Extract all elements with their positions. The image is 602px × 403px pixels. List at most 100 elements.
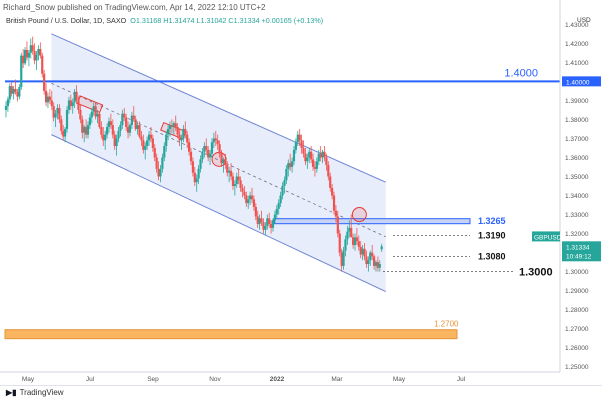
candle-body — [98, 113, 101, 128]
ohlc-readout: O1.31168 H1.31474 L1.31042 C1.31334 +0.0… — [130, 16, 324, 25]
candle-body — [325, 157, 328, 166]
candle-body — [308, 151, 311, 158]
x-tick-label: May — [393, 376, 406, 383]
candle-body — [340, 252, 343, 266]
candle-body — [332, 195, 336, 211]
level-zone-1-3265 — [273, 218, 471, 225]
candle-body — [228, 170, 231, 173]
instrument-title: British Pound / U.S. Dollar, 1D, SAXO — [6, 16, 127, 25]
candle-body — [235, 176, 238, 185]
candle-body — [243, 191, 246, 196]
footer-bar: ▶▮ TradingView — [0, 385, 602, 403]
candle-body — [193, 172, 196, 183]
candle-body — [266, 218, 269, 226]
candle-body — [111, 125, 114, 135]
y-tick-label: 1.34000 — [565, 193, 589, 200]
candle-body — [77, 100, 80, 110]
y-tick-label: 1.35000 — [565, 174, 589, 181]
candle-body — [92, 106, 95, 112]
candle-body — [10, 86, 13, 94]
price-chart[interactable]: 1.40001.32651.31901.30801.30001.2700USD1… — [0, 0, 602, 385]
countdown-timer: 10:49:12 — [566, 253, 592, 260]
candle-body — [300, 140, 303, 148]
candle-body — [67, 100, 71, 110]
y-tick-label: 1.26000 — [565, 345, 589, 352]
candle-body — [56, 107, 59, 114]
candle-body — [220, 153, 223, 164]
candle-body — [191, 161, 194, 173]
candle-body — [88, 117, 92, 126]
y-tick-label: 1.28000 — [565, 307, 589, 314]
candle-body — [262, 222, 265, 230]
candle-body — [46, 96, 50, 103]
candle-body — [247, 199, 250, 204]
candle-body — [348, 227, 351, 232]
candle-body — [226, 165, 229, 173]
x-tick-label: Jul — [86, 376, 95, 383]
channel-midline — [51, 82, 386, 238]
candle-body — [378, 264, 381, 268]
candle-body — [376, 262, 379, 268]
candle-body — [268, 218, 271, 225]
candle-body — [128, 125, 132, 133]
candle-body — [298, 134, 301, 141]
candle-body — [84, 127, 88, 135]
candle-body — [321, 151, 324, 158]
candle-body — [245, 195, 248, 204]
candle-body — [252, 199, 256, 207]
candle-body — [214, 138, 217, 141]
candle-body — [290, 161, 294, 167]
instrument-legend: British Pound / U.S. Dollar, 1D, SAXO O1… — [6, 16, 323, 25]
candle-body — [48, 96, 51, 101]
candle-body — [90, 111, 93, 118]
candle-body — [151, 138, 154, 148]
candle-body — [197, 168, 200, 179]
brand-name: TradingView — [19, 388, 64, 397]
candle-body — [310, 151, 313, 160]
candle-body — [372, 256, 376, 266]
candle-body — [218, 144, 221, 154]
candle-body — [138, 125, 141, 137]
x-tick-label: Jul — [457, 376, 466, 383]
candle-body — [60, 119, 63, 131]
candle-body — [20, 55, 23, 88]
y-tick-label: 1.36000 — [565, 155, 589, 162]
candle-body — [210, 142, 214, 154]
candle-body — [329, 176, 332, 188]
x-tick-label: 2022 — [270, 376, 285, 383]
candle-body — [342, 250, 345, 266]
y-tick-label: 1.27000 — [565, 326, 589, 333]
candle-body — [144, 146, 147, 150]
annotation-circle-2 — [351, 207, 367, 223]
candle-body — [365, 256, 368, 265]
candle-body — [327, 165, 330, 177]
candle-body — [249, 195, 252, 200]
level-label-1-3000: 1.3000 — [519, 267, 553, 279]
candle-body — [229, 170, 233, 177]
tradingview-brand[interactable]: ▶▮ TradingView — [6, 388, 64, 397]
candle-body — [269, 224, 273, 228]
channel-fill — [51, 33, 386, 292]
x-tick-label: Sep — [147, 376, 159, 383]
candle-body — [79, 109, 82, 120]
candle-body — [8, 86, 11, 100]
level-label-1-3080: 1.3080 — [478, 251, 506, 261]
candle-body — [275, 208, 278, 215]
y-tick-label: 1.25000 — [565, 364, 589, 371]
x-tick-label: Nov — [209, 376, 221, 383]
candle-body — [237, 176, 240, 181]
candle-body — [123, 113, 126, 118]
candle-body — [119, 125, 122, 131]
candle-body — [126, 127, 130, 133]
candle-body — [25, 49, 29, 58]
candle-body — [109, 121, 112, 126]
candle-body — [277, 203, 280, 209]
price-tag-1-40000: 1.40000 — [566, 79, 590, 86]
candle-body — [241, 187, 244, 192]
candle-body — [189, 151, 193, 162]
candle-body — [172, 123, 175, 128]
y-tick-label: 1.37000 — [565, 136, 589, 143]
candle-body — [380, 246, 383, 250]
candle-body — [182, 128, 185, 139]
candle-body — [212, 138, 215, 143]
